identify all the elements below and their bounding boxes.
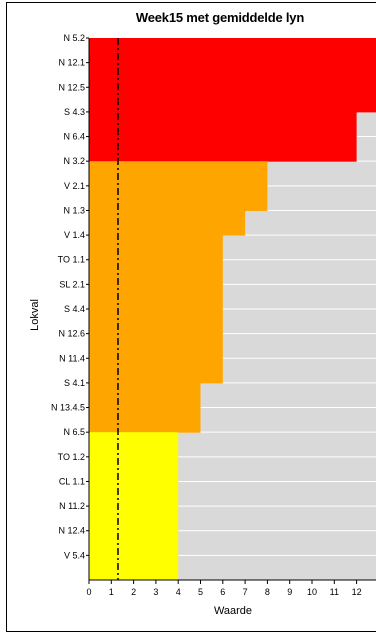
y-tick-label: V 5.4: [64, 550, 85, 560]
x-tick-label: 1: [109, 587, 114, 597]
bar: [89, 481, 178, 506]
x-axis-title: Waarde: [214, 605, 252, 617]
x-tick-label: 5: [198, 587, 203, 597]
y-tick-label: N 6.4: [63, 132, 85, 142]
bar: [89, 284, 223, 309]
x-tick-label: 12: [352, 587, 362, 597]
bar: [89, 334, 223, 359]
x-tick-label: 10: [307, 587, 317, 597]
y-tick-label: N 6.5: [63, 427, 85, 437]
x-tick-label: 2: [131, 587, 136, 597]
y-tick-label: TO 1.1: [58, 255, 85, 265]
y-tick-label: SL 2.1: [59, 279, 85, 289]
y-tick-label: S 4.4: [64, 304, 85, 314]
bar: [89, 260, 223, 285]
y-tick-label: N 11.2: [59, 501, 85, 511]
bar: [89, 531, 178, 556]
bar: [89, 210, 245, 235]
bar: [89, 87, 376, 112]
y-tick-label: S 4.3: [64, 107, 85, 117]
y-tick-label: N 1.3: [63, 205, 85, 215]
x-tick-label: 6: [220, 587, 225, 597]
x-tick-label: 8: [265, 587, 270, 597]
bar: [89, 309, 223, 334]
y-tick-label: TO 1.2: [58, 452, 85, 462]
y-axis-title: Lokval: [29, 299, 41, 331]
x-tick-label: 3: [153, 587, 158, 597]
y-tick-label: N 11.4: [59, 353, 85, 363]
y-tick-label: N 5.2: [63, 33, 85, 43]
x-tick-label: 11: [330, 587, 339, 597]
x-tick-label: 0: [86, 587, 91, 597]
y-tick-label: V 1.4: [64, 230, 85, 240]
bar: [89, 38, 376, 63]
bar: [89, 555, 178, 580]
bar: [89, 358, 223, 383]
bar: [89, 457, 178, 482]
bar: [89, 235, 223, 260]
bar: [89, 137, 357, 162]
bar: [89, 186, 267, 211]
bar: [89, 161, 267, 186]
y-tick-label: N 12.5: [58, 82, 85, 92]
y-tick-label: V 2.1: [64, 181, 85, 191]
bar: [89, 506, 178, 531]
y-tick-label: N 13.4.5: [51, 403, 85, 413]
x-tick-label: 9: [287, 587, 292, 597]
y-tick-label: N 12.6: [58, 329, 85, 339]
x-tick-label: 7: [243, 587, 248, 597]
x-tick-label: 4: [176, 587, 181, 597]
bar: [89, 383, 201, 408]
y-tick-label: N 12.4: [58, 526, 85, 536]
bar: [89, 112, 357, 137]
y-tick-label: N 12.1: [58, 58, 85, 68]
y-tick-label: N 3.2: [63, 156, 85, 166]
bar: [89, 63, 376, 88]
bar: [89, 432, 178, 457]
bar: [89, 408, 201, 433]
y-tick-label: S 4.1: [64, 378, 85, 388]
y-tick-label: CL 1.1: [59, 476, 85, 486]
